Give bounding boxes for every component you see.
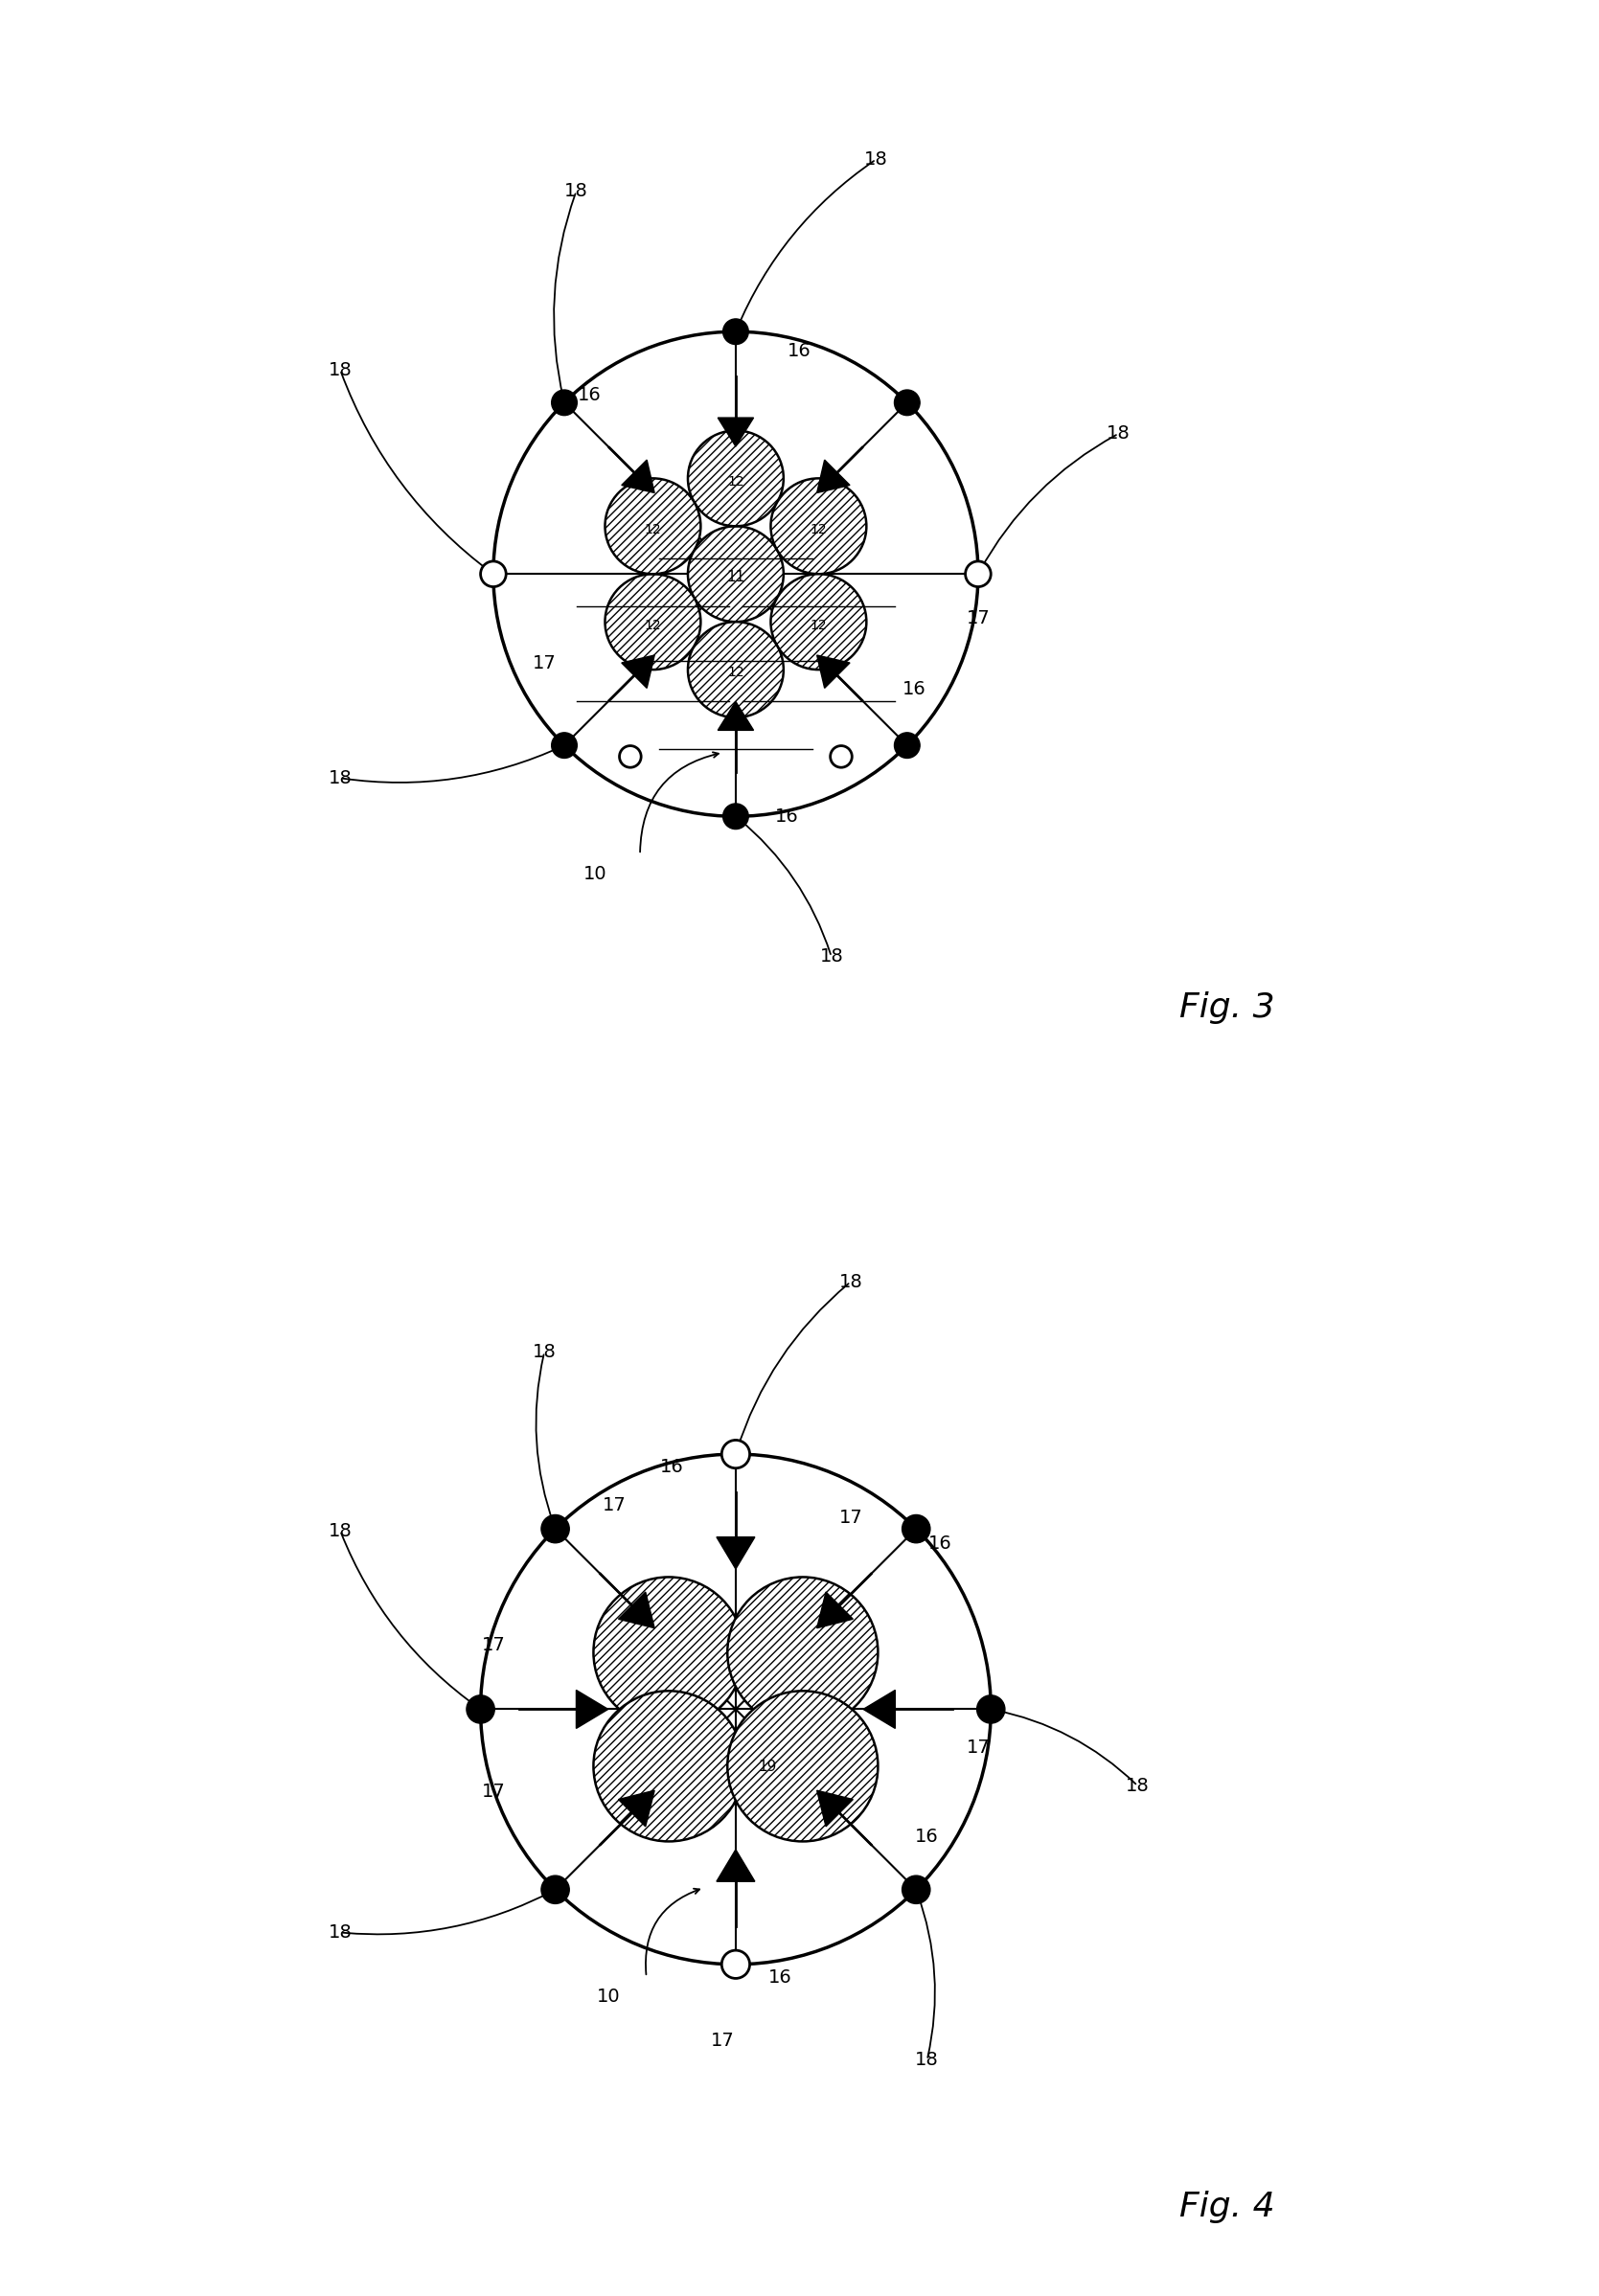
Circle shape	[721, 1949, 750, 1979]
Text: 17: 17	[481, 1637, 505, 1655]
Circle shape	[604, 478, 700, 574]
Text: 12: 12	[728, 666, 744, 680]
Text: 18: 18	[328, 360, 352, 379]
Polygon shape	[817, 1791, 852, 1828]
Circle shape	[619, 746, 641, 767]
Text: 12: 12	[644, 523, 662, 535]
Text: 17: 17	[966, 1738, 990, 1756]
Text: 16: 16	[915, 1828, 939, 1846]
Polygon shape	[576, 1690, 608, 1729]
Circle shape	[593, 1690, 744, 1841]
Text: 17: 17	[603, 1497, 627, 1515]
Text: 17: 17	[966, 608, 990, 627]
Text: 16: 16	[902, 680, 926, 698]
Circle shape	[902, 1515, 931, 1543]
Polygon shape	[817, 654, 849, 689]
Text: 16: 16	[776, 808, 798, 827]
Circle shape	[593, 1577, 744, 1727]
Text: 16: 16	[660, 1458, 684, 1476]
Circle shape	[540, 1515, 569, 1543]
Circle shape	[894, 732, 919, 758]
Text: 19: 19	[758, 1759, 777, 1775]
Text: 12: 12	[728, 475, 744, 489]
Text: 12: 12	[644, 618, 662, 631]
Circle shape	[728, 1690, 878, 1841]
Text: 18: 18	[839, 1272, 862, 1290]
Text: 17: 17	[712, 2032, 736, 2050]
Text: 18: 18	[863, 149, 887, 168]
Text: 16: 16	[927, 1534, 951, 1552]
Text: 18: 18	[328, 1522, 352, 1541]
Polygon shape	[863, 1690, 895, 1729]
Circle shape	[552, 390, 577, 416]
Text: 10: 10	[596, 1986, 620, 2004]
Circle shape	[771, 478, 867, 574]
Circle shape	[902, 1876, 931, 1903]
Text: Fig. 4: Fig. 4	[1178, 2190, 1274, 2223]
Circle shape	[771, 574, 867, 670]
Circle shape	[604, 574, 700, 670]
Polygon shape	[817, 1591, 852, 1628]
Text: 18: 18	[564, 181, 588, 200]
Text: 12: 12	[811, 523, 827, 535]
Circle shape	[540, 1876, 569, 1903]
Text: 18: 18	[1126, 1777, 1150, 1795]
Text: Fig. 3: Fig. 3	[1178, 992, 1274, 1024]
Text: 17: 17	[839, 1508, 862, 1527]
Text: 18: 18	[328, 1924, 352, 1942]
Polygon shape	[718, 418, 753, 445]
Circle shape	[688, 526, 784, 622]
Circle shape	[467, 1694, 494, 1724]
Circle shape	[728, 1577, 878, 1727]
Text: 18: 18	[820, 948, 843, 967]
Text: 18: 18	[915, 2050, 939, 2069]
Text: 18: 18	[1107, 425, 1130, 443]
Text: 10: 10	[584, 866, 608, 884]
Circle shape	[688, 432, 784, 526]
Polygon shape	[716, 1536, 755, 1568]
Polygon shape	[619, 1591, 654, 1628]
Circle shape	[723, 804, 748, 829]
Text: 16: 16	[577, 386, 601, 404]
Polygon shape	[622, 459, 654, 494]
Circle shape	[481, 560, 505, 588]
Polygon shape	[619, 1791, 654, 1828]
Circle shape	[723, 319, 748, 344]
Circle shape	[552, 732, 577, 758]
Text: 11: 11	[726, 569, 745, 585]
Text: 17: 17	[532, 654, 556, 673]
Text: 17: 17	[481, 1784, 505, 1802]
Circle shape	[721, 1440, 750, 1467]
Polygon shape	[718, 703, 753, 730]
Text: 16: 16	[788, 342, 811, 360]
Text: 12: 12	[811, 618, 827, 631]
Circle shape	[966, 560, 991, 588]
Circle shape	[830, 746, 852, 767]
Polygon shape	[622, 654, 654, 689]
Text: 16: 16	[769, 1968, 792, 1986]
Circle shape	[688, 622, 784, 716]
Circle shape	[894, 390, 919, 416]
Polygon shape	[716, 1851, 755, 1880]
Text: 18: 18	[532, 1343, 556, 1362]
Text: 18: 18	[328, 769, 352, 788]
Circle shape	[977, 1694, 1004, 1724]
Polygon shape	[817, 459, 849, 494]
